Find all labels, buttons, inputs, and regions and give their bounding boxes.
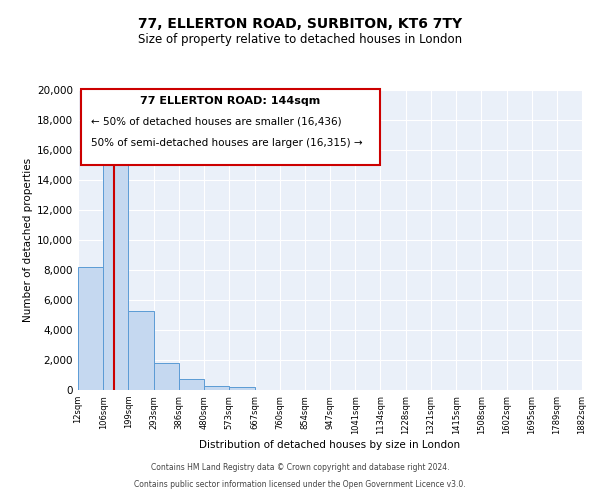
Text: Contains HM Land Registry data © Crown copyright and database right 2024.: Contains HM Land Registry data © Crown c… [151, 464, 449, 472]
Bar [103, 142, 128, 390]
Bar [204, 386, 229, 390]
Text: 77 ELLERTON ROAD: 144sqm: 77 ELLERTON ROAD: 144sqm [140, 96, 320, 106]
Text: Size of property relative to detached houses in London: Size of property relative to detached ho… [138, 32, 462, 46]
Bar [154, 363, 179, 390]
Bar [78, 267, 103, 390]
Text: 77, ELLERTON ROAD, SURBITON, KT6 7TY: 77, ELLERTON ROAD, SURBITON, KT6 7TY [138, 18, 462, 32]
Text: 50% of semi-detached houses are larger (16,315) →: 50% of semi-detached houses are larger (… [91, 138, 362, 148]
Y-axis label: Number of detached properties: Number of detached properties [23, 158, 33, 322]
Bar [80, 88, 380, 165]
Text: Contains public sector information licensed under the Open Government Licence v3: Contains public sector information licen… [134, 480, 466, 489]
X-axis label: Distribution of detached houses by size in London: Distribution of detached houses by size … [199, 440, 461, 450]
Bar [179, 379, 204, 390]
Bar [229, 388, 254, 390]
Text: ← 50% of detached houses are smaller (16,436): ← 50% of detached houses are smaller (16… [91, 117, 341, 127]
Bar [128, 310, 154, 390]
